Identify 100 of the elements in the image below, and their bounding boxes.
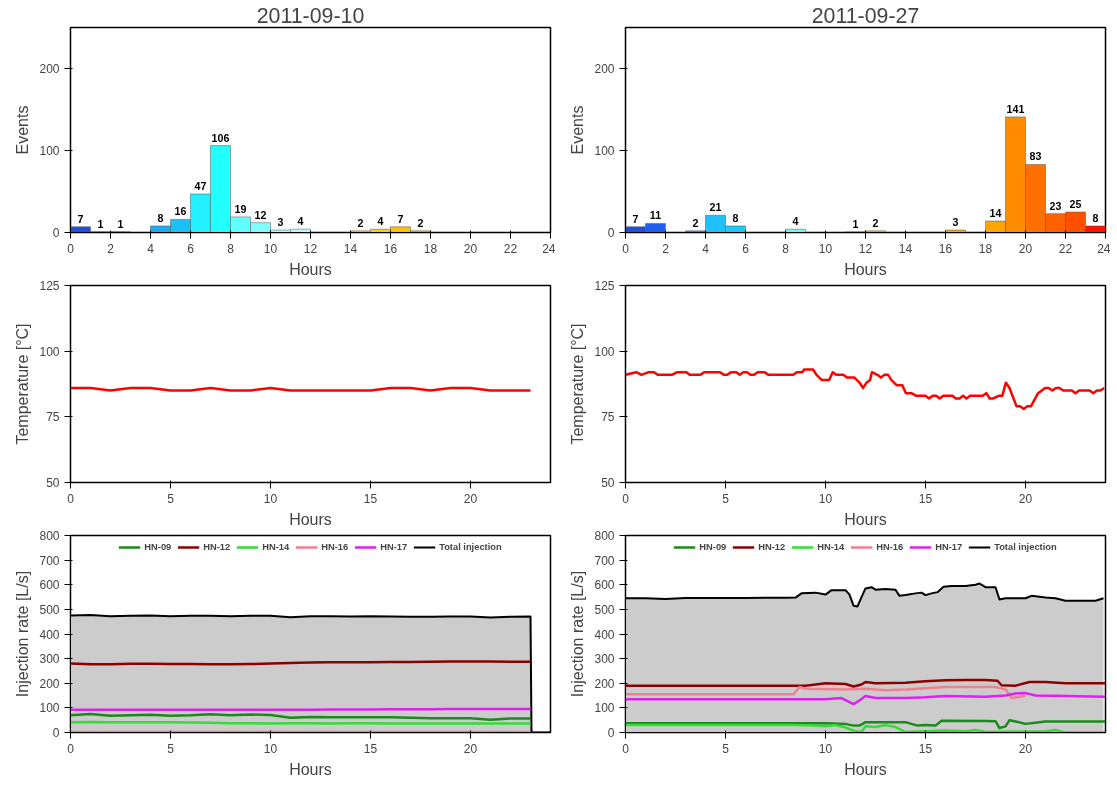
x-tick-label: 20 <box>1018 741 1033 756</box>
legend-label: HN-14 <box>262 542 290 552</box>
y-tick-label: 100 <box>594 144 615 158</box>
x-tick-label: 5 <box>167 741 175 756</box>
x-tick-label: 20 <box>463 491 478 506</box>
x-tick-label: 0 <box>67 491 75 506</box>
x-tick-label: 10 <box>818 741 833 756</box>
y-tick-label: 100 <box>594 344 615 359</box>
y-tick-label: 400 <box>594 627 615 642</box>
data-label: 7 <box>632 212 639 225</box>
x-tick-label: 12 <box>303 241 318 256</box>
y-axis-title: Temperature [°C] <box>569 323 587 445</box>
x-tick-label: 2 <box>107 241 115 256</box>
data-label: 1 <box>97 217 104 230</box>
data-label: 47 <box>194 179 207 192</box>
data-label: 12 <box>254 208 267 221</box>
chart-title: 2011-09-27 <box>811 3 920 28</box>
x-tick-label: 15 <box>363 491 378 506</box>
data-label: 2 <box>692 216 699 229</box>
y-tick-label: 75 <box>46 410 60 425</box>
x-axis-title: Hours <box>844 510 887 528</box>
x-tick-label: 16 <box>383 241 398 256</box>
y-tick-label: 75 <box>601 410 615 425</box>
y-tick-label: 125 <box>39 279 60 293</box>
data-label: 4 <box>377 215 384 228</box>
x-tick-label: 0 <box>67 741 75 756</box>
y-tick-label: 200 <box>594 62 615 76</box>
data-label: 21 <box>709 201 722 214</box>
x-tick-label: 22 <box>1058 241 1073 256</box>
x-tick-label: 22 <box>503 241 518 256</box>
x-tick-label: 18 <box>978 241 993 256</box>
x-tick-label: 6 <box>187 241 195 256</box>
data-label: 7 <box>397 212 404 225</box>
y-tick-label: 0 <box>607 226 615 240</box>
x-tick-label: 15 <box>918 491 933 506</box>
y-tick-label: 400 <box>39 627 60 642</box>
y-tick-label: 300 <box>39 652 60 667</box>
x-axis-title: Hours <box>289 260 332 278</box>
y-axis-title: Injection rate [L/s] <box>14 570 32 698</box>
legend-label: HN-17 <box>380 542 408 552</box>
chart-title: 2011-09-10 <box>256 3 365 28</box>
data-label: 25 <box>1069 198 1082 210</box>
x-tick-label: 0 <box>622 491 630 506</box>
x-tick-label: 10 <box>263 491 278 506</box>
x-tick-label: 6 <box>742 241 750 256</box>
data-label: 7 <box>77 212 84 225</box>
legend-label: HN-09 <box>144 542 172 552</box>
x-tick-label: 10 <box>263 241 278 256</box>
x-tick-label: 4 <box>147 241 155 256</box>
data-label: 4 <box>792 215 799 228</box>
legend-label: HN-16 <box>321 542 349 552</box>
x-tick-label: 14 <box>343 241 358 256</box>
legend-label: HN-12 <box>203 542 231 552</box>
y-tick-label: 700 <box>39 553 60 568</box>
x-tick-label: 20 <box>463 741 478 756</box>
legend-label: Total injection <box>994 542 1057 552</box>
y-tick-label: 300 <box>594 652 615 667</box>
x-tick-label: 5 <box>722 741 730 756</box>
data-label: 106 <box>211 131 230 144</box>
data-label: 2 <box>357 216 364 229</box>
y-tick-label: 125 <box>594 279 615 293</box>
x-axis-title: Hours <box>289 510 332 528</box>
x-axis-title: Hours <box>844 760 887 778</box>
y-tick-label: 200 <box>39 676 60 691</box>
data-label: 4 <box>297 215 304 228</box>
data-label: 1 <box>852 217 859 230</box>
x-tick-label: 5 <box>167 491 175 506</box>
data-label: 141 <box>1006 102 1025 115</box>
data-label: 8 <box>157 211 164 224</box>
legend-label: HN-12 <box>758 542 786 552</box>
data-label: 3 <box>277 216 284 229</box>
y-tick-label: 500 <box>594 602 615 617</box>
y-axis-title: Injection rate [L/s] <box>569 570 587 698</box>
y-tick-label: 50 <box>601 476 615 490</box>
data-label: 16 <box>174 205 187 218</box>
data-label: 23 <box>1049 199 1062 212</box>
legend-label: HN-17 <box>935 542 963 552</box>
data-label: 19 <box>234 202 247 215</box>
y-tick-label: 0 <box>52 226 60 240</box>
x-axis-title: Hours <box>289 760 332 778</box>
legend-label: HN-09 <box>699 542 727 552</box>
x-tick-label: 24 <box>1097 241 1111 256</box>
y-tick-label: 600 <box>594 578 615 593</box>
x-tick-label: 0 <box>622 241 630 256</box>
x-tick-label: 8 <box>227 241 235 256</box>
data-label: 2 <box>872 216 879 229</box>
y-tick-label: 200 <box>39 62 60 76</box>
y-tick-label: 0 <box>607 726 615 740</box>
x-tick-label: 8 <box>782 241 790 256</box>
y-tick-label: 800 <box>594 529 615 543</box>
y-tick-label: 200 <box>594 676 615 691</box>
x-tick-label: 12 <box>858 241 873 256</box>
legend-label: Total injection <box>439 542 502 552</box>
x-tick-label: 10 <box>818 241 833 256</box>
data-label: 3 <box>952 216 959 229</box>
y-tick-label: 50 <box>46 476 60 490</box>
data-label: 8 <box>1092 211 1099 224</box>
x-tick-label: 2 <box>662 241 670 256</box>
y-tick-label: 500 <box>39 602 60 617</box>
x-axis-title: Hours <box>844 260 887 278</box>
